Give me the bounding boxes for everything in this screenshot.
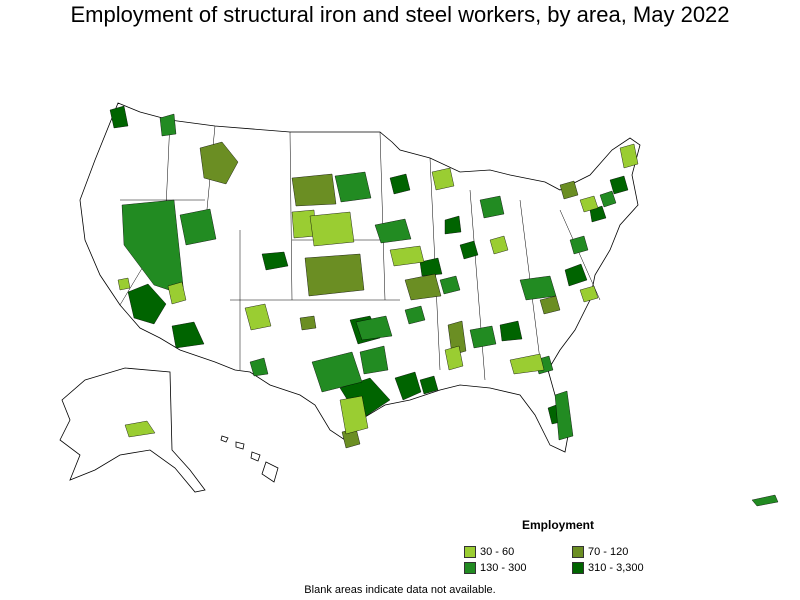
map-title: Employment of structural iron and steel …	[70, 2, 730, 27]
legend-item-30-60: 30 - 60	[464, 546, 514, 558]
legend-label: 30 - 60	[480, 546, 515, 558]
areas-130-300	[121, 113, 617, 441]
areas-30-60	[117, 143, 639, 438]
legend-item-310-3300: 310 - 3,300	[572, 562, 644, 574]
legend-item-130-300: 130 - 300	[464, 562, 526, 574]
legend-swatch	[572, 562, 584, 574]
footnote: Blank areas indicate data not available.	[304, 584, 496, 596]
hawaii-outline	[220, 435, 279, 483]
legend-item-70-120: 70 - 120	[572, 546, 628, 558]
areas-310-3300	[109, 105, 629, 425]
areas-70-120	[199, 141, 579, 449]
legend-swatch	[464, 562, 476, 574]
legend-title: Employment	[522, 518, 595, 532]
legend-swatch	[464, 546, 476, 558]
legend-label: 70 - 120	[588, 546, 629, 558]
legend-label: 310 - 3,300	[588, 562, 644, 574]
legend-label: 130 - 300	[480, 562, 527, 574]
legend-swatch	[572, 546, 584, 558]
puerto-rico-area	[751, 494, 779, 507]
